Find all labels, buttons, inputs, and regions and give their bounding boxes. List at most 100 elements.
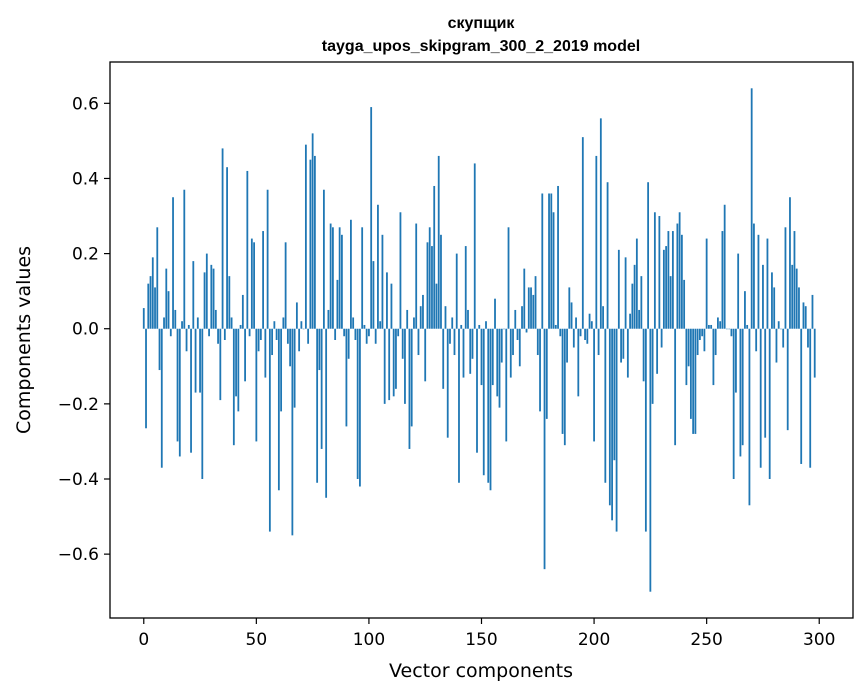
bar-79 — [320, 328, 323, 449]
bar-161 — [505, 328, 508, 442]
bar-239 — [680, 234, 683, 329]
plot-frame — [109, 61, 854, 619]
bar-144 — [467, 309, 469, 329]
bar-92 — [350, 219, 352, 329]
bar-28 — [205, 253, 208, 329]
bar-187 — [563, 328, 566, 446]
bar-292 — [800, 328, 803, 464]
bar-113 — [397, 328, 400, 337]
bar-168 — [521, 306, 523, 329]
bar-180 — [548, 193, 550, 329]
bar-228 — [656, 328, 659, 374]
bar-112 — [395, 328, 397, 389]
bar-2 — [147, 283, 150, 329]
bar-166 — [516, 328, 519, 340]
bar-242 — [687, 328, 690, 367]
bar-233 — [667, 231, 670, 329]
bar-120 — [413, 317, 415, 329]
bar-94 — [354, 328, 357, 340]
bar-53 — [262, 231, 264, 329]
x-tick-label: 200 — [578, 630, 610, 650]
y-axis-label: Components values — [13, 246, 35, 434]
bar-269 — [748, 328, 751, 506]
bar-263 — [735, 328, 737, 393]
bar-274 — [759, 328, 762, 468]
bar-146 — [471, 328, 474, 359]
bar-197 — [586, 328, 589, 344]
bar-55 — [266, 189, 269, 329]
bar-223 — [644, 328, 647, 532]
bar-64 — [286, 328, 289, 344]
bar-96 — [359, 328, 361, 487]
bar-67 — [293, 328, 296, 408]
bar-88 — [341, 234, 343, 329]
bar-200 — [593, 328, 595, 442]
bar-33 — [217, 328, 219, 344]
bar-57 — [271, 328, 274, 356]
bar-217 — [631, 283, 634, 329]
bar-218 — [633, 264, 636, 329]
bar-230 — [660, 328, 663, 348]
bar-1 — [145, 328, 147, 429]
bar-250 — [705, 238, 708, 329]
bar-22 — [192, 261, 195, 329]
bar-111 — [392, 328, 395, 397]
bar-39 — [230, 317, 233, 329]
bar-198 — [588, 313, 591, 329]
bar-195 — [581, 137, 584, 329]
bar-193 — [577, 328, 580, 397]
bar-225 — [649, 328, 652, 592]
bar-290 — [795, 268, 798, 329]
bar-258 — [723, 204, 726, 329]
bar-167 — [518, 328, 521, 367]
bar-205 — [604, 328, 607, 483]
bar-255 — [717, 317, 719, 329]
bar-295 — [807, 328, 809, 348]
bar-153 — [487, 328, 490, 483]
bar-194 — [579, 328, 582, 337]
bar-48 — [250, 238, 253, 329]
bar-240 — [683, 279, 686, 329]
bar-72 — [304, 144, 307, 329]
bar-37 — [226, 167, 228, 329]
bar-288 — [791, 264, 794, 329]
bar-38 — [228, 276, 231, 329]
bar-280 — [773, 287, 776, 329]
bar-235 — [671, 231, 674, 329]
bar-252 — [710, 324, 713, 329]
bar-32 — [214, 309, 217, 329]
bar-12 — [169, 328, 172, 337]
bar-163 — [509, 328, 512, 378]
bar-30 — [210, 264, 213, 329]
bar-214 — [624, 257, 627, 329]
bar-59 — [275, 328, 278, 340]
bar-127 — [428, 227, 431, 329]
y-tick-label: 0.6 — [72, 94, 99, 114]
bar-296 — [809, 328, 812, 468]
bar-19 — [185, 328, 188, 352]
bar-138 — [453, 328, 456, 356]
bar-229 — [658, 216, 661, 329]
bar-65 — [289, 328, 292, 367]
bar-115 — [401, 328, 404, 359]
bar-289 — [793, 231, 796, 329]
bar-20 — [187, 324, 190, 329]
bar-61 — [280, 328, 283, 412]
bar-189 — [568, 287, 571, 329]
bar-27 — [203, 272, 206, 329]
bar-56 — [268, 328, 271, 532]
bar-93 — [352, 317, 355, 329]
bar-83 — [329, 223, 332, 329]
bar-278 — [768, 328, 771, 479]
bar-47 — [248, 328, 251, 337]
bar-294 — [804, 306, 807, 329]
bar-232 — [665, 246, 668, 329]
bar-26 — [201, 328, 204, 479]
bar-107 — [383, 328, 386, 404]
bar-222 — [642, 328, 645, 382]
bar-284 — [782, 328, 785, 348]
bars-group — [142, 88, 816, 592]
bar-286 — [786, 328, 789, 431]
bar-291 — [798, 287, 800, 329]
